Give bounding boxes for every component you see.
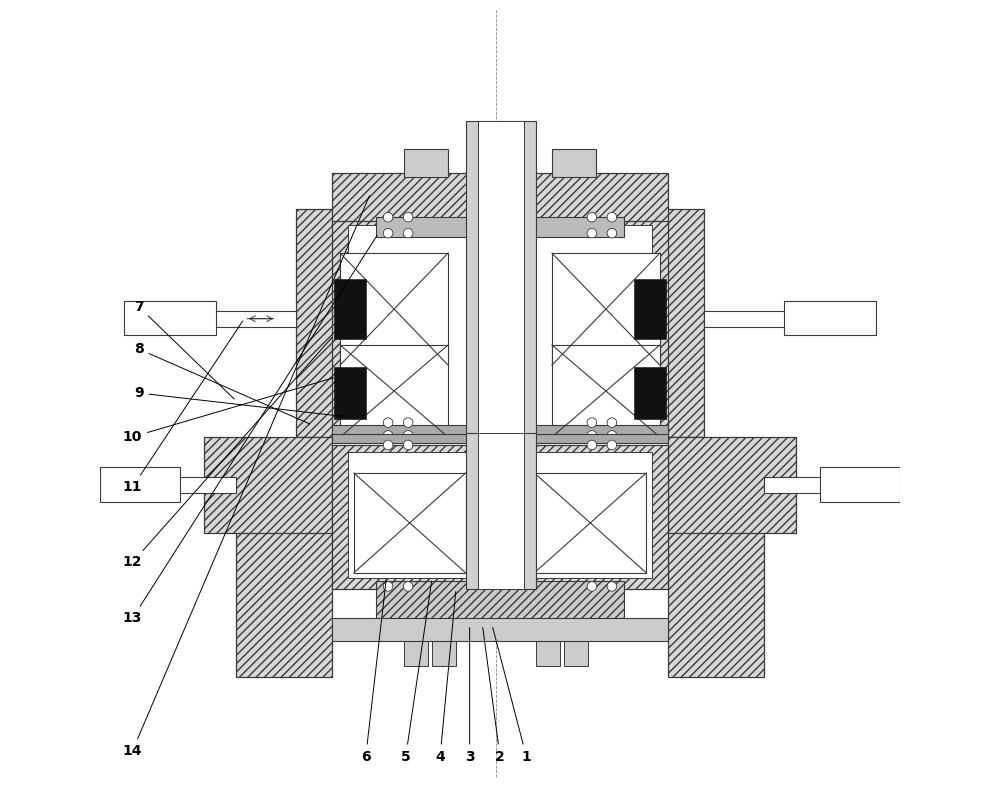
Bar xyxy=(334,279,366,338)
Text: 8: 8 xyxy=(134,342,310,424)
Text: 3: 3 xyxy=(465,627,474,764)
Bar xyxy=(634,367,666,419)
Bar xyxy=(332,618,668,641)
Bar xyxy=(432,638,456,666)
Circle shape xyxy=(587,229,597,238)
Text: 9: 9 xyxy=(134,386,345,417)
Bar xyxy=(332,173,668,225)
Circle shape xyxy=(383,440,393,450)
Text: 4: 4 xyxy=(435,592,456,764)
Bar xyxy=(820,468,900,502)
Bar xyxy=(634,279,666,338)
Bar xyxy=(552,149,596,177)
Text: 1: 1 xyxy=(493,627,531,764)
Text: 11: 11 xyxy=(123,321,243,494)
Bar xyxy=(204,437,332,533)
Circle shape xyxy=(403,581,413,591)
Text: 14: 14 xyxy=(123,196,369,758)
Circle shape xyxy=(383,213,393,222)
Text: 12: 12 xyxy=(123,338,332,569)
Bar xyxy=(404,638,428,666)
Circle shape xyxy=(403,440,413,450)
Circle shape xyxy=(607,581,617,591)
Circle shape xyxy=(607,213,617,222)
Bar xyxy=(100,468,180,502)
Circle shape xyxy=(607,440,617,450)
Bar xyxy=(108,477,236,493)
Bar xyxy=(296,209,388,437)
Bar xyxy=(466,433,536,589)
Circle shape xyxy=(403,229,413,238)
Bar xyxy=(404,149,448,177)
Circle shape xyxy=(587,213,597,222)
Bar xyxy=(564,638,588,666)
Bar xyxy=(552,345,660,437)
Bar xyxy=(332,425,668,437)
Bar xyxy=(764,477,892,493)
Bar xyxy=(348,225,652,429)
Bar xyxy=(478,433,524,589)
Text: 2: 2 xyxy=(483,627,505,764)
Bar xyxy=(466,121,536,437)
Circle shape xyxy=(383,418,393,427)
Circle shape xyxy=(383,581,393,591)
Bar xyxy=(704,310,860,326)
Bar xyxy=(140,310,296,326)
Bar xyxy=(668,437,796,533)
Circle shape xyxy=(587,431,597,440)
Circle shape xyxy=(587,440,597,450)
Text: 5: 5 xyxy=(401,581,432,764)
Bar xyxy=(612,209,704,437)
Bar xyxy=(348,452,652,578)
Bar xyxy=(332,221,668,437)
Bar xyxy=(340,253,448,365)
Text: 13: 13 xyxy=(123,236,377,626)
Bar xyxy=(376,217,624,237)
Circle shape xyxy=(383,229,393,238)
Circle shape xyxy=(383,431,393,440)
Circle shape xyxy=(587,418,597,427)
Circle shape xyxy=(587,581,597,591)
Bar xyxy=(376,581,624,625)
Circle shape xyxy=(403,418,413,427)
Text: 7: 7 xyxy=(134,300,234,399)
Circle shape xyxy=(403,431,413,440)
Bar xyxy=(534,473,646,573)
Bar xyxy=(334,367,366,419)
Bar xyxy=(784,301,876,335)
Bar xyxy=(536,638,560,666)
Circle shape xyxy=(607,431,617,440)
Bar xyxy=(124,301,216,335)
Circle shape xyxy=(607,229,617,238)
Text: 10: 10 xyxy=(123,378,333,444)
Bar xyxy=(340,345,448,437)
Bar xyxy=(236,520,332,677)
Bar xyxy=(354,473,466,573)
Bar xyxy=(668,520,764,677)
Circle shape xyxy=(607,418,617,427)
Circle shape xyxy=(403,213,413,222)
Bar xyxy=(478,121,524,437)
Bar xyxy=(552,253,660,365)
Bar xyxy=(332,445,668,589)
Bar xyxy=(332,434,668,444)
Text: 6: 6 xyxy=(361,580,386,764)
